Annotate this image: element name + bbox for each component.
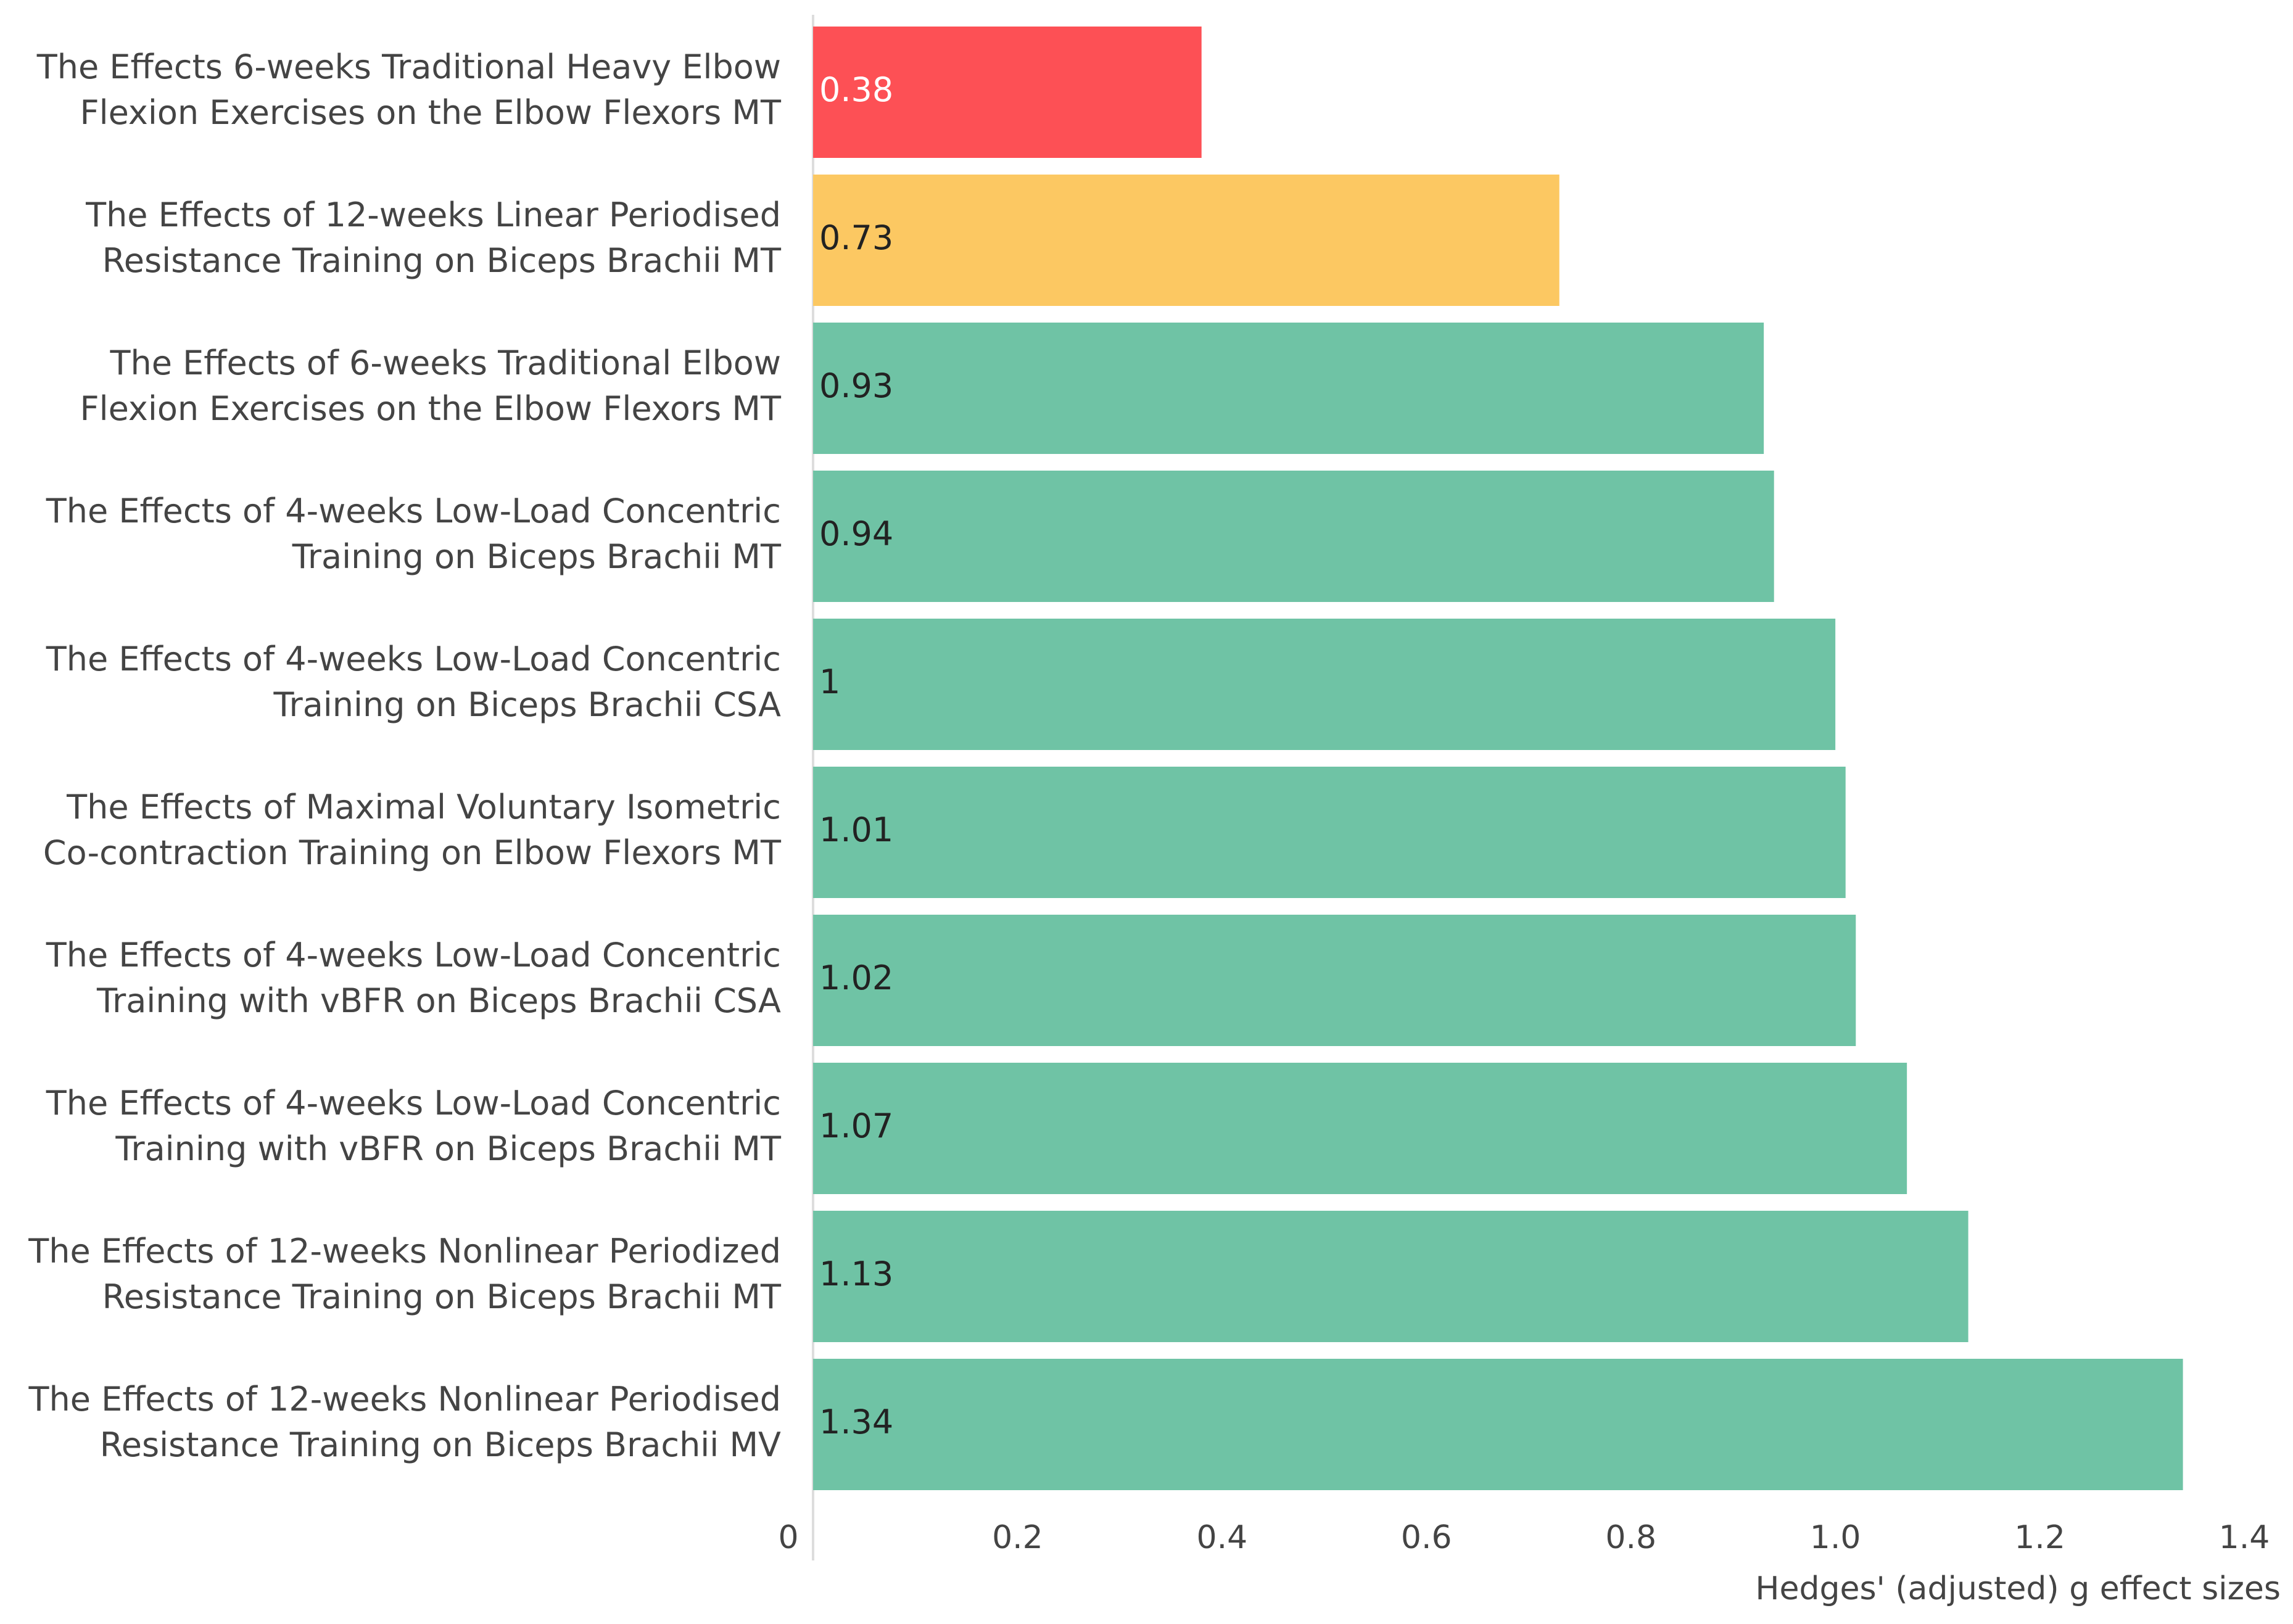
y-tick-label: The Effects of 12-weeks Nonlinear Period… bbox=[28, 1380, 781, 1419]
y-tick-label: The Effects of 12-weeks Nonlinear Period… bbox=[28, 1232, 781, 1271]
y-tick-label: The Effects of 4-weeks Low-Load Concentr… bbox=[46, 936, 781, 975]
x-tick-label: 0.6 bbox=[1401, 1519, 1452, 1556]
value-label: 1.01 bbox=[819, 810, 893, 849]
x-tick-label: 1.4 bbox=[2219, 1519, 2270, 1556]
value-label: 1.07 bbox=[819, 1107, 893, 1145]
y-tick-label: The Effects of 4-weeks Low-Load Concentr… bbox=[46, 492, 781, 530]
y-tick-label: Co-contraction Training on Elbow Flexors… bbox=[43, 833, 782, 872]
y-tick-label: The Effects of 4-weeks Low-Load Concentr… bbox=[46, 640, 781, 678]
bar bbox=[813, 27, 1202, 158]
y-tick-label: The Effects of 4-weeks Low-Load Concentr… bbox=[46, 1084, 781, 1123]
value-label: 1.13 bbox=[819, 1255, 893, 1293]
value-label: 0.93 bbox=[819, 366, 893, 405]
bar bbox=[813, 619, 1836, 750]
value-label: 1.34 bbox=[819, 1403, 893, 1441]
y-tick-label: The Effects of 12-weeks Linear Periodise… bbox=[85, 196, 781, 234]
bar bbox=[813, 1063, 1907, 1194]
y-tick-label: Training with vBFR on Biceps Brachii MT bbox=[115, 1129, 782, 1168]
value-label: 0.94 bbox=[819, 514, 893, 553]
value-label: 0.38 bbox=[819, 70, 893, 109]
value-label: 1.02 bbox=[819, 958, 893, 997]
y-tick-label: Flexion Exercises on the Elbow Flexors M… bbox=[80, 93, 782, 132]
bar bbox=[813, 767, 1846, 898]
bar bbox=[813, 1211, 1969, 1342]
bar bbox=[813, 175, 1560, 306]
x-tick-label: 0.4 bbox=[1197, 1519, 1248, 1556]
y-tick-label: Flexion Exercises on the Elbow Flexors M… bbox=[80, 389, 782, 428]
x-tick-label: 1.2 bbox=[2014, 1519, 2065, 1556]
bar bbox=[813, 323, 1764, 454]
x-axis-title: Hedges' (adjusted) g effect sizes bbox=[1755, 1570, 2281, 1607]
x-tick-label: 1.0 bbox=[1810, 1519, 1861, 1556]
y-tick-label: Resistance Training on Biceps Brachii MV bbox=[100, 1425, 781, 1464]
bar bbox=[813, 915, 1856, 1046]
y-tick-label: The Effects 6-weeks Traditional Heavy El… bbox=[36, 47, 781, 86]
bar bbox=[813, 1359, 2183, 1490]
bar bbox=[813, 471, 1774, 602]
x-tick-label: 0.8 bbox=[1605, 1519, 1656, 1556]
x-tick-label: 0 bbox=[778, 1519, 798, 1556]
y-tick-label: Training on Biceps Brachii CSA bbox=[273, 685, 781, 724]
x-tick-label: 0.2 bbox=[992, 1519, 1043, 1556]
y-tick-label: Training on Biceps Brachii MT bbox=[292, 537, 782, 576]
y-tick-label: Training with vBFR on Biceps Brachii CSA bbox=[96, 981, 781, 1020]
y-tick-label: Resistance Training on Biceps Brachii MT bbox=[102, 241, 782, 280]
value-label: 1 bbox=[819, 662, 840, 701]
y-tick-label: The Effects of 6-weeks Traditional Elbow bbox=[110, 344, 781, 382]
value-label: 0.73 bbox=[819, 218, 893, 257]
y-tick-label: Resistance Training on Biceps Brachii MT bbox=[102, 1277, 782, 1316]
y-tick-label: The Effects of Maximal Voluntary Isometr… bbox=[66, 788, 781, 826]
